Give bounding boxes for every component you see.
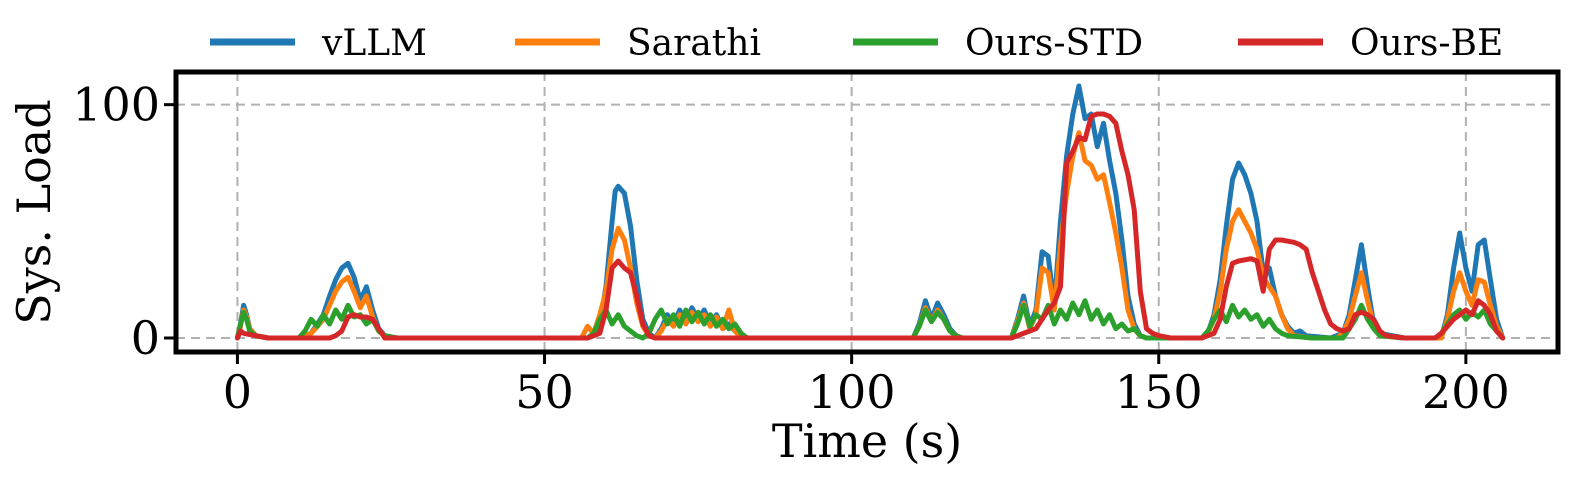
x-tick-label-2: 100 <box>808 365 896 419</box>
x-ticks: 0 50 100 150 200 <box>223 354 1510 419</box>
legend-label-ours-std: Ours-STD <box>965 23 1143 64</box>
y-tick-label-0: 0 <box>131 311 160 365</box>
x-tick-label-0: 0 <box>223 365 252 419</box>
series-line-vllm <box>234 83 1506 341</box>
series-line-ours-be <box>234 111 1506 341</box>
series-line-sarathi <box>234 130 1506 341</box>
y-ticks: 0 100 <box>72 78 174 365</box>
series-group <box>234 83 1506 341</box>
series-line-ours-std <box>234 298 1506 341</box>
x-tick-label-4: 200 <box>1422 365 1510 419</box>
plot-frame <box>173 69 1561 355</box>
legend-label-sarathi: Sarathi <box>627 23 761 64</box>
legend: vLLM Sarathi Ours-STD Ours-BE <box>210 23 1503 64</box>
x-tick-label-1: 50 <box>515 365 574 419</box>
x-axis-title: Time (s) <box>772 414 962 468</box>
y-tick-label-1: 100 <box>72 78 160 132</box>
legend-label-ours-be: Ours-BE <box>1350 23 1503 64</box>
y-axis-title: Sys. Load <box>7 99 61 324</box>
x-tick-label-3: 150 <box>1115 365 1203 419</box>
legend-label-vllm: vLLM <box>321 23 427 64</box>
